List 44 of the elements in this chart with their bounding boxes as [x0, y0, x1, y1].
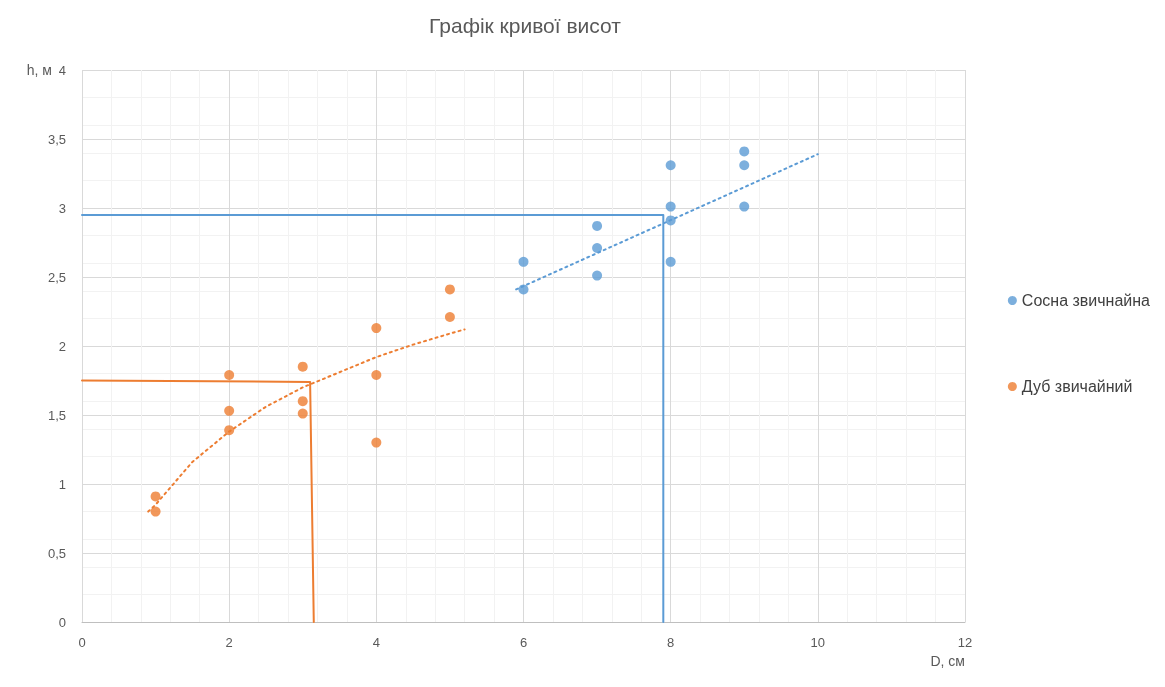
point [371, 437, 382, 448]
point [592, 243, 603, 254]
point [224, 369, 235, 380]
y-tick-label: 3 [58, 200, 66, 216]
chart-title: Графік кривої висот [429, 14, 622, 37]
point [518, 256, 529, 267]
y-tick-label: 3,5 [47, 131, 66, 147]
point [371, 369, 382, 380]
point [444, 312, 455, 323]
y-tick-label: 2 [58, 338, 66, 354]
point [150, 506, 161, 517]
point [297, 408, 308, 419]
x-tick-label: 6 [519, 635, 528, 650]
y-tick-label: 0,5 [47, 545, 66, 561]
y-tick-label: 1,5 [47, 407, 66, 423]
y-tick-label: 4 [58, 62, 66, 78]
y-tick-label: 0 [58, 614, 66, 630]
point [739, 201, 750, 212]
point [592, 220, 603, 231]
point [150, 491, 161, 502]
point [739, 160, 750, 171]
y-tick-label: 1 [58, 476, 66, 492]
x-axis-title: D, см [930, 653, 965, 669]
point [665, 256, 676, 267]
point [297, 361, 308, 372]
x-tick-label: 12 [957, 635, 973, 650]
legend-label: Дуб звичайний [1021, 378, 1133, 395]
legend-label: Сосна звичнайна [1021, 292, 1151, 309]
x-tick-label: 8 [667, 635, 675, 650]
y-tick-label: 2,5 [47, 269, 66, 285]
point [665, 160, 676, 171]
x-tick-label: 0 [78, 635, 86, 650]
point [297, 396, 308, 407]
point [665, 201, 676, 212]
point [224, 425, 235, 436]
point [371, 323, 382, 334]
y-axis-title: h, м [26, 62, 52, 78]
point [444, 284, 455, 295]
point [592, 270, 603, 281]
x-tick-label: 2 [225, 635, 233, 650]
point [224, 405, 235, 416]
point [739, 146, 750, 157]
x-tick-label: 4 [372, 635, 380, 650]
x-tick-label: 10 [810, 635, 826, 650]
